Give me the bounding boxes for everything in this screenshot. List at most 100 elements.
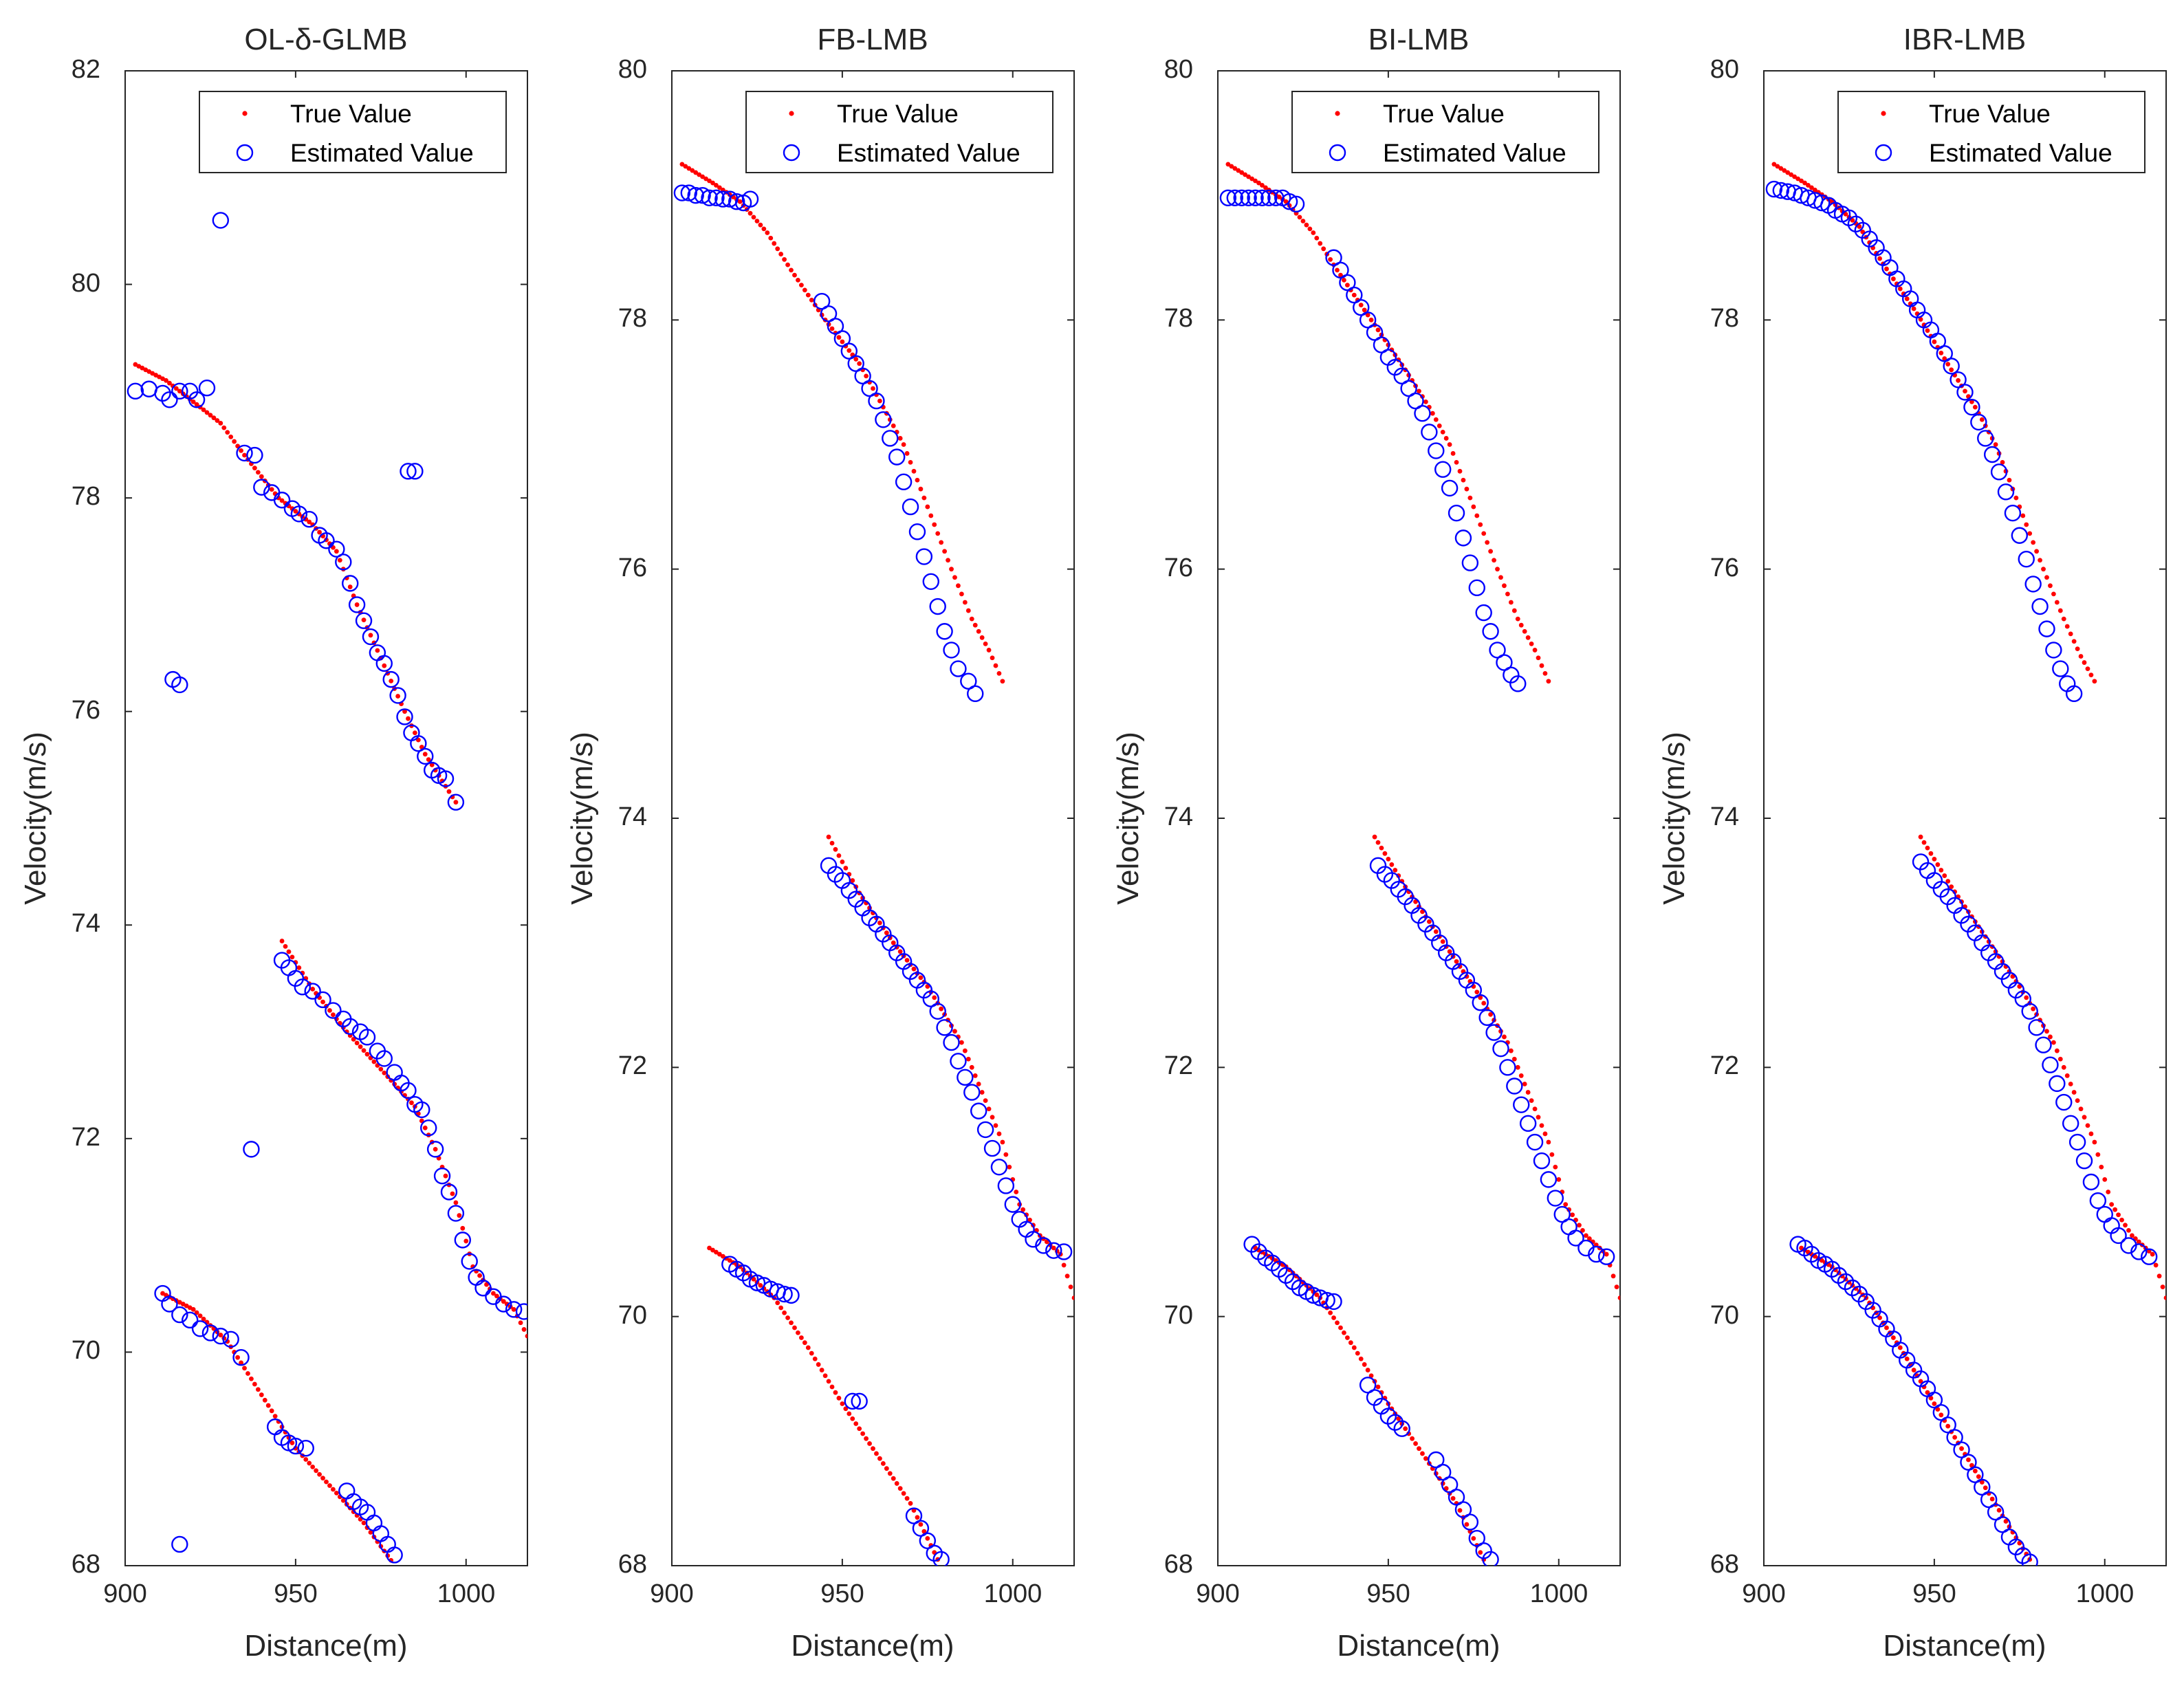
estimated-value-point (1240, 189, 1257, 206)
true-value-point (290, 1441, 295, 1445)
true-value-point (1966, 1457, 1971, 1463)
true-value-point (371, 1059, 377, 1064)
true-value-point (1518, 622, 1524, 628)
true-value-point (897, 1486, 903, 1491)
true-value-point (255, 470, 261, 475)
true-value-point (1525, 635, 1531, 640)
true-value-point (891, 940, 896, 945)
true-value-point (484, 1282, 489, 1287)
true-value-point (1020, 1207, 1026, 1212)
true-value-point (450, 1191, 455, 1196)
true-value-point (1993, 442, 1998, 447)
estimated-value-point (1597, 1248, 1615, 1265)
estimated-value-point (902, 498, 919, 516)
true-value-point (796, 1330, 800, 1335)
estimated-value-point (1465, 981, 1483, 999)
true-value-point (314, 1468, 319, 1474)
true-value-point (1785, 170, 1791, 175)
true-value-point (382, 1070, 387, 1075)
true-value-point (259, 1392, 264, 1397)
true-value-point (2116, 1212, 2121, 1218)
estimated-value-point (820, 305, 838, 322)
true-value-point (768, 235, 774, 241)
true-value-point (976, 628, 981, 634)
estimated-value-point (970, 1102, 987, 1119)
true-value-point (361, 1048, 367, 1053)
estimated-value-point (776, 1285, 793, 1303)
true-value-point (1580, 1227, 1585, 1233)
true-value-point (1921, 840, 1927, 845)
true-value-point (1368, 1373, 1374, 1379)
true-value-point (1877, 1315, 1882, 1320)
estimated-value-point (362, 628, 380, 646)
true-value-point (1904, 296, 1910, 301)
estimated-value-point (929, 1003, 946, 1020)
true-value-point (1027, 1217, 1032, 1223)
true-value-point (877, 398, 882, 404)
estimated-value-point (325, 1002, 342, 1019)
true-value-point (1502, 1034, 1507, 1040)
true-value-point (1511, 608, 1517, 613)
estimated-value-point (2082, 1173, 2100, 1191)
true-value-point (242, 452, 247, 458)
true-value-point (1044, 1239, 1049, 1245)
true-value-point (1989, 1496, 1995, 1502)
legend-estimated-marker (783, 144, 800, 162)
estimated-value-point (1434, 1463, 1452, 1481)
estimated-value-point (1339, 274, 1356, 292)
true-value-point (1949, 367, 1954, 373)
true-value-point (1918, 1379, 1923, 1384)
true-value-point (1819, 1258, 1824, 1263)
true-value-point (1515, 616, 1520, 622)
true-value-point (1433, 929, 1439, 934)
true-value-point (1932, 339, 1937, 344)
estimated-value-point (1533, 1152, 1551, 1170)
true-value-point (1396, 1416, 1401, 1421)
true-value-point (843, 1406, 849, 1412)
subplot-title: BI-LMB (1368, 23, 1470, 56)
true-value-point (1570, 1212, 1575, 1218)
estimated-value-point (2004, 504, 2022, 522)
estimated-value-point (201, 1324, 219, 1342)
estimated-value-point (335, 554, 352, 571)
estimated-value-point (1482, 1551, 1499, 1566)
true-value-point (1417, 1446, 1421, 1452)
estimated-value-point (2062, 1115, 2079, 1132)
true-value-point (2044, 1029, 2049, 1034)
estimated-value-point (1359, 311, 1377, 329)
true-value-point (1335, 1320, 1340, 1326)
tick-marks (124, 70, 527, 1566)
true-value-point (293, 509, 298, 514)
estimated-value-point (1346, 286, 1363, 304)
true-value-point (758, 1282, 763, 1288)
y-tick-label: 78 (1164, 304, 1193, 333)
true-value-point (491, 1291, 496, 1296)
estimated-value-point (290, 505, 308, 523)
true-value-point (952, 1029, 957, 1034)
true-value-point (368, 633, 373, 638)
true-value-point (1925, 328, 1930, 333)
true-value-point (1809, 185, 1814, 190)
true-value-point (2061, 1064, 2066, 1070)
true-value-point (1068, 1284, 1073, 1290)
true-value-point (857, 1426, 862, 1432)
true-value-point (446, 789, 452, 794)
true-value-point (986, 648, 992, 653)
true-value-point (1447, 949, 1452, 954)
true-value-point (1505, 591, 1510, 597)
true-value-point (798, 1335, 804, 1340)
true-value-point (402, 709, 407, 714)
true-value-point (918, 1522, 924, 1527)
estimated-value-point (1526, 1133, 1544, 1151)
estimated-value-point (1482, 623, 1499, 640)
true-value-point (1488, 1011, 1494, 1017)
true-value-point (915, 477, 920, 483)
estimated-value-point (936, 623, 953, 640)
estimated-value-point (342, 1018, 359, 1036)
true-value-point (1884, 266, 1889, 272)
true-value-point (894, 1481, 899, 1486)
true-value-point (1420, 1451, 1425, 1456)
estimated-value-point (1407, 392, 1424, 410)
true-value-point (1546, 679, 1551, 684)
estimated-value-point (1461, 554, 1479, 571)
